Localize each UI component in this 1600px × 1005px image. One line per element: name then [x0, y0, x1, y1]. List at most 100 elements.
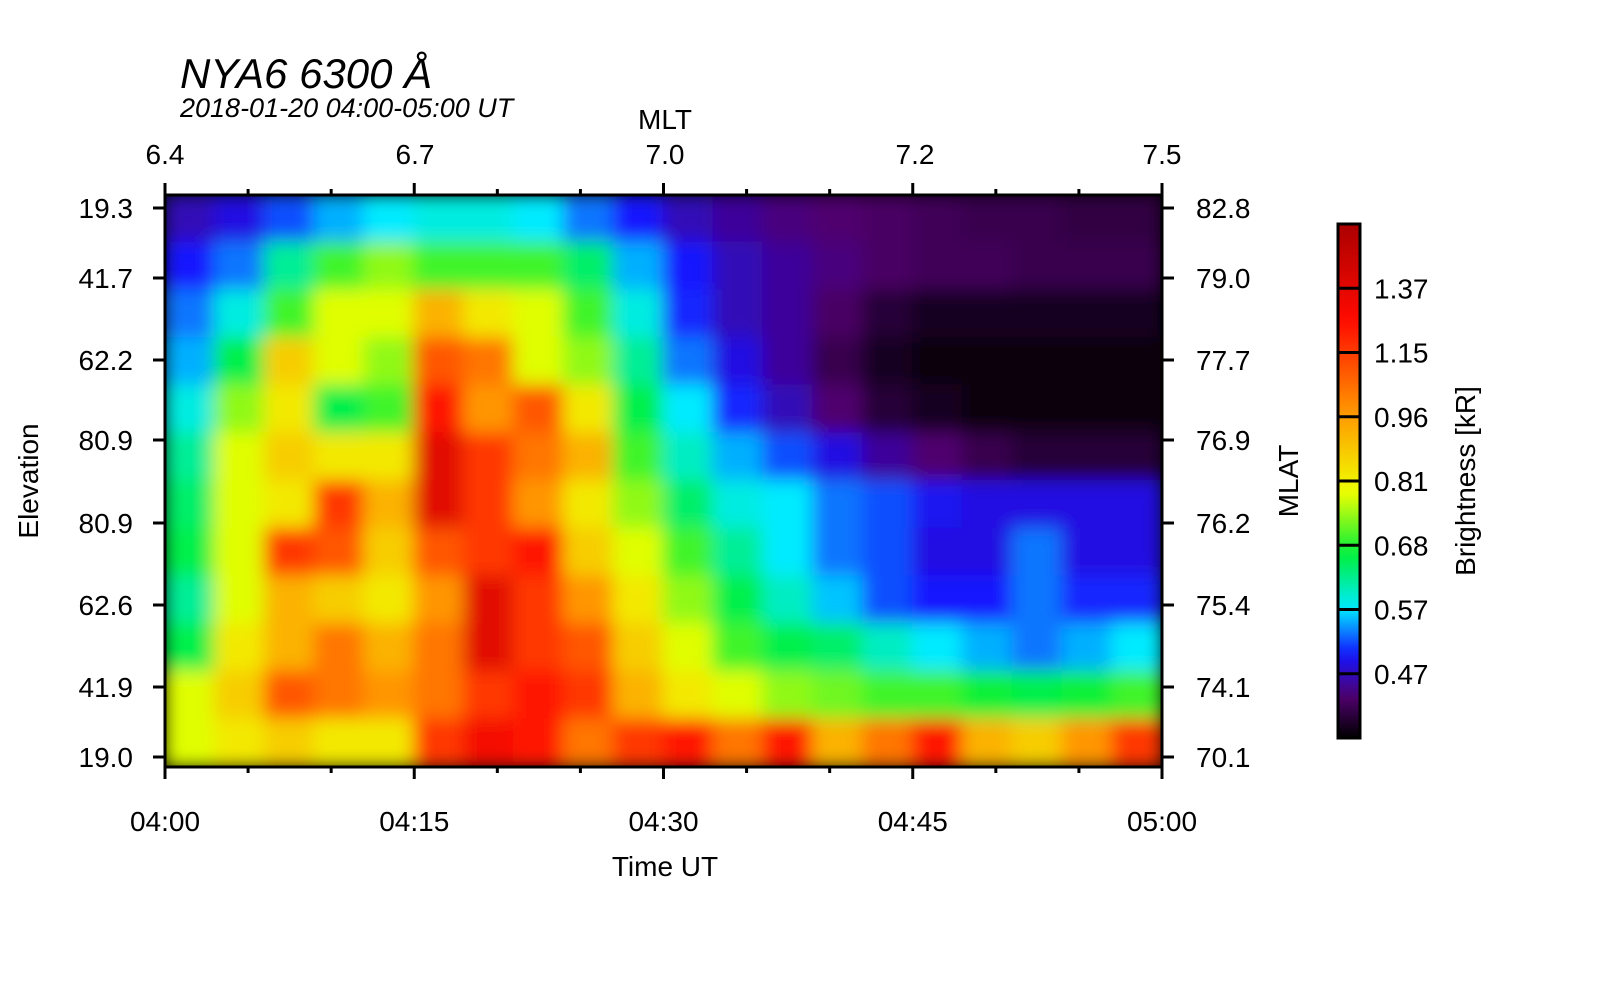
heatmap-cell [1061, 527, 1114, 578]
heatmap-cell [812, 480, 864, 530]
heatmap-cell [165, 384, 216, 435]
heatmap-cell [165, 195, 216, 244]
heatmap-cell [662, 289, 715, 339]
heatmap-cell [463, 289, 515, 339]
right-axis-label: MLAT [1273, 445, 1304, 518]
top-tick-label: 7.5 [1143, 139, 1182, 170]
heatmap-cell [911, 718, 964, 767]
heatmap-cell [213, 718, 266, 767]
heatmap-cell [762, 623, 815, 673]
heatmap-cell [213, 384, 266, 435]
heatmap-cell [961, 718, 1014, 767]
heatmap-cell [512, 432, 565, 482]
heatmap-cell [413, 670, 466, 721]
y-tick-label: 19.3 [79, 193, 134, 224]
x-tick-label: 05:00 [1127, 806, 1197, 837]
heatmap-cell [812, 527, 864, 578]
heatmap-cell [562, 195, 615, 244]
heatmap-cell [1011, 527, 1064, 578]
heatmap-cell [463, 241, 515, 292]
heatmap-cell [911, 670, 964, 721]
y-tick-label: 41.9 [79, 672, 134, 703]
heatmap-cell [712, 527, 765, 578]
heatmap-cell [961, 289, 1014, 339]
heatmap-cell [313, 718, 366, 767]
heatmap-cell [512, 527, 565, 578]
heatmap-cell [263, 575, 316, 625]
heatmap-cell [363, 527, 416, 578]
heatmap-cell [165, 241, 216, 292]
heatmap-cell [961, 480, 1014, 530]
heatmap-cell [363, 384, 416, 435]
right-tick-label: 82.8 [1196, 193, 1251, 224]
heatmap-cell [1011, 718, 1064, 767]
heatmap-cell [961, 337, 1014, 387]
heatmap-cell [1011, 432, 1064, 482]
heatmap-cell [213, 623, 266, 673]
heatmap-cell [712, 575, 765, 625]
heatmap-cell [712, 480, 765, 530]
heatmap-cell [562, 241, 615, 292]
top-tick-label: 6.7 [396, 139, 435, 170]
heatmap-cell [612, 670, 665, 721]
heatmap-cell [413, 623, 466, 673]
heatmap-cell [1011, 670, 1064, 721]
chart-subtitle: 2018-01-20 04:00-05:00 UT [179, 93, 516, 123]
heatmap-cell [512, 241, 565, 292]
heatmap-cell [263, 384, 316, 435]
heatmap-cell [861, 480, 914, 530]
heatmap-cell [213, 575, 266, 625]
heatmap-cell [313, 527, 366, 578]
heatmap-cell [263, 432, 316, 482]
y-tick-label: 62.6 [79, 590, 134, 621]
heatmap-cell [612, 337, 665, 387]
heatmap-cell [662, 195, 715, 244]
heatmap-cell [313, 670, 366, 721]
heatmap-cell [612, 718, 665, 767]
heatmap-cell [712, 623, 765, 673]
heatmap-cell [612, 527, 665, 578]
heatmap-cell [1061, 718, 1114, 767]
colorbar-tick-label: 0.68 [1374, 530, 1429, 561]
heatmap-cell [313, 289, 366, 339]
heatmap-cell [165, 527, 216, 578]
colorbar-tick-label: 0.96 [1374, 402, 1429, 433]
heatmap-cell [512, 623, 565, 673]
heatmap-cell [413, 289, 466, 339]
heatmap-cell [1061, 337, 1114, 387]
heatmap-cell [662, 575, 715, 625]
heatmap-cell [812, 432, 864, 482]
heatmap-cell [165, 337, 216, 387]
heatmap-cell [463, 718, 515, 767]
colorbar-tick-label: 1.37 [1374, 273, 1429, 304]
chart-title: NYA6 6300 Å [180, 50, 432, 97]
heatmap-cell [463, 195, 515, 244]
heatmap-cell [911, 480, 964, 530]
heatmap-cell [812, 623, 864, 673]
heatmap-cell [512, 575, 565, 625]
heatmap-cell [512, 384, 565, 435]
heatmap-cell [413, 337, 466, 387]
heatmap-cell [1111, 718, 1162, 767]
heatmap-cell [812, 241, 864, 292]
heatmap-cell [562, 623, 615, 673]
heatmap-cell [1061, 575, 1114, 625]
heatmap-cell [1011, 241, 1064, 292]
heatmap-cell [263, 480, 316, 530]
heatmap-cell [363, 195, 416, 244]
colorbar-tick-label: 0.57 [1374, 595, 1429, 626]
heatmap-cell [612, 623, 665, 673]
right-tick-label: 77.7 [1196, 345, 1251, 376]
right-tick-label: 76.9 [1196, 425, 1251, 456]
x-tick-label: 04:15 [379, 806, 449, 837]
heatmap-cell [165, 432, 216, 482]
heatmap-cell [363, 432, 416, 482]
heatmap-cell [1011, 195, 1064, 244]
top-tick-label: 7.2 [896, 139, 935, 170]
heatmap-cell [562, 337, 615, 387]
heatmap-cell [213, 337, 266, 387]
heatmap-cell [1111, 195, 1162, 244]
heatmap-cell [762, 718, 815, 767]
heatmap-cell [762, 384, 815, 435]
heatmap-cell [313, 432, 366, 482]
